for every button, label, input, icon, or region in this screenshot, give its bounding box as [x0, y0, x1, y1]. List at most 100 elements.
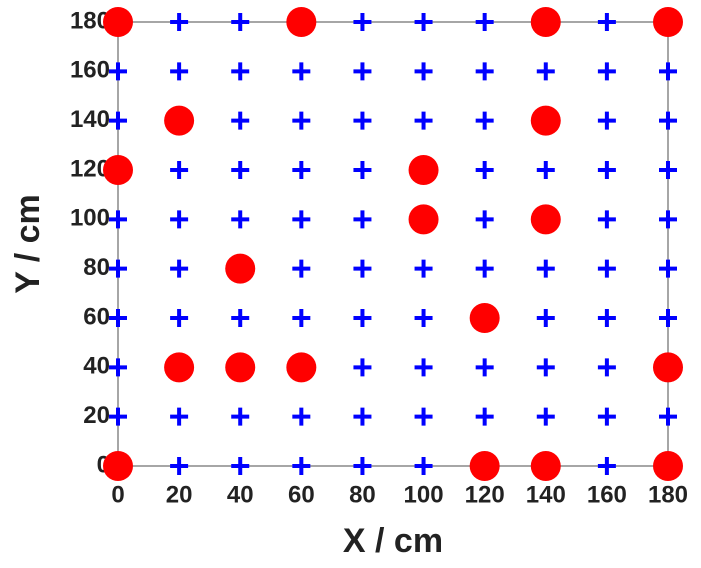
plus-marker	[414, 407, 433, 426]
plus-marker	[475, 161, 494, 179]
plus-marker	[475, 111, 494, 130]
y-tick-label: 100	[70, 205, 110, 232]
y-tick-label: 160	[70, 57, 110, 84]
plus-marker	[231, 161, 250, 179]
plus-marker	[109, 111, 127, 130]
plus-marker	[597, 259, 616, 278]
plus-marker	[597, 457, 616, 475]
circle-marker	[103, 155, 133, 185]
circle-marker	[653, 451, 683, 481]
plus-marker	[109, 210, 127, 229]
plus-marker	[109, 62, 127, 81]
circle-marker	[225, 352, 256, 383]
plus-marker	[292, 309, 311, 327]
y-axis-label: Y / cm	[9, 194, 47, 294]
plus-marker	[475, 62, 494, 81]
circle-marker	[653, 352, 683, 383]
plus-marker	[659, 407, 677, 426]
plus-marker	[353, 457, 372, 475]
circle-marker	[286, 7, 317, 37]
circle-marker	[530, 451, 561, 481]
x-tick-label: 60	[288, 481, 315, 508]
x-tick-label: 100	[404, 481, 444, 508]
plus-marker	[170, 210, 189, 229]
plus-marker	[414, 111, 433, 130]
y-tick-label: 140	[70, 106, 110, 133]
x-tick-label: 80	[349, 481, 376, 508]
plus-marker	[170, 407, 189, 426]
plus-marker	[536, 407, 555, 426]
plus-marker	[231, 13, 250, 31]
plus-marker	[292, 210, 311, 229]
plus-marker	[475, 358, 494, 377]
plus-marker	[597, 210, 616, 229]
plus-marker	[659, 111, 677, 130]
circle-marker	[225, 253, 256, 284]
x-axis-label: X / cm	[343, 522, 443, 560]
plus-marker	[597, 62, 616, 81]
circle-marker	[469, 451, 500, 481]
plus-marker	[414, 358, 433, 377]
y-tick-label: 40	[83, 353, 110, 380]
plus-marker	[659, 309, 677, 327]
circle-marker	[469, 303, 500, 333]
plus-marker	[231, 62, 250, 81]
plus-marker	[597, 309, 616, 327]
x-tick-label: 120	[465, 481, 505, 508]
plus-marker	[475, 407, 494, 426]
x-tick-label: 140	[526, 481, 566, 508]
plus-marker	[414, 309, 433, 327]
circle-marker	[103, 7, 133, 37]
plus-marker	[231, 210, 250, 229]
plus-marker	[414, 457, 433, 475]
plus-marker	[536, 309, 555, 327]
plus-marker	[109, 407, 127, 426]
plus-marker	[170, 309, 189, 327]
plus-marker	[597, 358, 616, 377]
plus-marker	[597, 407, 616, 426]
plus-marker	[231, 309, 250, 327]
x-tick-label: 180	[648, 481, 688, 508]
y-tick-label: 80	[83, 254, 110, 281]
plus-marker	[353, 210, 372, 229]
plus-marker	[659, 161, 677, 179]
plus-marker	[353, 62, 372, 81]
plus-marker	[536, 62, 555, 81]
circle-marker	[286, 352, 317, 383]
plus-marker	[597, 161, 616, 179]
plus-marker	[597, 111, 616, 130]
plus-marker	[414, 13, 433, 31]
y-tick-label: 60	[83, 303, 110, 330]
plus-marker	[353, 407, 372, 426]
circle-marker	[530, 105, 561, 136]
circle-marker	[530, 7, 561, 37]
plus-marker	[292, 457, 311, 475]
x-tick-label: 20	[166, 481, 193, 508]
plus-marker	[536, 358, 555, 377]
plus-marker	[292, 161, 311, 179]
plus-marker	[414, 62, 433, 81]
plot-frame	[117, 21, 669, 467]
plus-marker	[231, 407, 250, 426]
plus-marker	[170, 259, 189, 278]
circle-marker	[408, 155, 439, 185]
plus-marker	[475, 13, 494, 31]
plus-marker	[353, 111, 372, 130]
plus-marker	[170, 62, 189, 81]
plus-marker	[414, 259, 433, 278]
x-tick-label: 160	[587, 481, 627, 508]
circle-marker	[164, 105, 195, 136]
x-tick-label: 40	[227, 481, 254, 508]
circle-marker	[164, 352, 195, 383]
y-tick-label: 20	[83, 402, 110, 429]
plus-marker	[536, 259, 555, 278]
plus-marker	[353, 13, 372, 31]
plus-marker	[292, 407, 311, 426]
plus-marker	[353, 161, 372, 179]
plus-marker	[597, 13, 616, 31]
plus-marker	[475, 210, 494, 229]
plus-marker	[353, 309, 372, 327]
circle-marker	[408, 204, 439, 235]
plus-marker	[659, 259, 677, 278]
